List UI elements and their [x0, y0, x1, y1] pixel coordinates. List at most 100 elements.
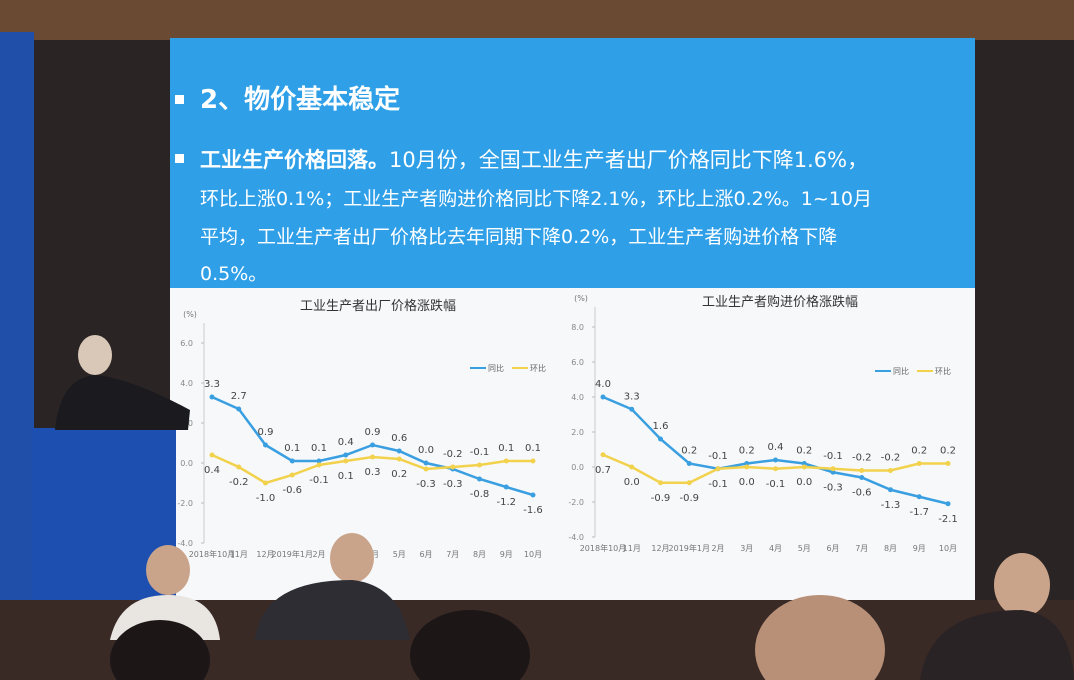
data-label: 0.2 [940, 446, 956, 457]
data-point [600, 452, 606, 458]
data-point [396, 448, 402, 454]
data-point [263, 480, 268, 486]
x-tick-label: 9月 [913, 544, 926, 553]
bullet-text: 10月份，全国工业生产者出厂价格同比下降1.6%， [389, 148, 868, 172]
person-head [330, 533, 374, 583]
data-point [423, 460, 429, 466]
x-tick-label: 5月 [798, 544, 811, 553]
data-label: 0.1 [284, 443, 300, 454]
data-label: -0.1 [708, 479, 728, 490]
data-point [530, 492, 536, 498]
data-point [801, 464, 807, 470]
data-point [450, 464, 456, 470]
data-label: -1.0 [256, 493, 276, 504]
data-point [629, 406, 635, 412]
y-tick-label: 2.0 [571, 428, 584, 437]
data-label: -0.1 [823, 451, 843, 462]
chart-title: 工业生产者出厂价格涨跌幅 [300, 298, 456, 314]
data-label: 0.2 [681, 446, 697, 457]
data-point [773, 466, 778, 472]
data-label: -0.1 [309, 475, 329, 486]
data-point [503, 484, 509, 490]
data-point [236, 464, 242, 470]
data-point [945, 461, 951, 466]
data-point [236, 406, 242, 412]
data-label: 0.0 [796, 477, 812, 488]
data-label: 0.7 [595, 465, 611, 476]
data-point [289, 458, 295, 464]
y-tick-label: -2.0 [177, 499, 193, 508]
data-point [830, 466, 836, 472]
x-tick-label: 10月 [524, 550, 542, 559]
data-point [773, 457, 778, 463]
data-label: -0.2 [852, 453, 872, 464]
data-label: -0.1 [708, 451, 728, 462]
x-tick-label: 11月 [623, 544, 641, 553]
bullet-text: 环比上涨0.1%；工业生产者购进价格同比下降2.1%，环比上涨0.2%。1~10… [200, 188, 872, 210]
slide-title: 2、物价基本稳定 [200, 84, 400, 115]
data-label: -0.2 [443, 449, 463, 460]
data-label: 0.1 [498, 443, 514, 454]
speaker-head [78, 335, 112, 375]
data-point [316, 458, 322, 464]
x-tick-label: 2月 [711, 544, 724, 553]
x-tick-label: 11月 [230, 550, 248, 559]
data-point [888, 468, 893, 473]
data-point [916, 494, 922, 500]
person-head [110, 620, 210, 680]
data-point [316, 462, 322, 468]
x-tick-label: 9月 [500, 550, 513, 559]
data-label: -0.3 [823, 482, 843, 493]
data-point [945, 501, 951, 507]
slide-header-area [170, 38, 975, 288]
y-tick-label: 8.0 [571, 323, 584, 332]
data-label: -0.3 [443, 479, 463, 490]
data-point [715, 466, 721, 472]
data-label: 0.1 [525, 443, 541, 454]
data-label: -1.7 [909, 507, 929, 518]
person-head [755, 595, 885, 680]
data-label: 1.6 [653, 421, 669, 432]
bullet-text: 平均，工业生产者出厂价格比去年同期下降0.2%，工业生产者购进价格下降 [200, 226, 837, 248]
data-label: 0.2 [911, 446, 927, 457]
y-tick-label: -4.0 [568, 533, 584, 542]
person-head [994, 553, 1050, 617]
x-tick-label: 4月 [769, 544, 782, 553]
data-label: 0.2 [391, 469, 407, 480]
data-label: 0.9 [258, 427, 274, 438]
charts: 工业生产者出厂价格涨跌幅 (%) -4.0 -2.0 0.0 2.0 4.0 6.0 2018年… [177, 294, 957, 559]
data-point [686, 461, 692, 466]
x-tick-label: 10月 [939, 544, 957, 553]
y-axis-label: (%) [183, 310, 197, 319]
data-label: 0.0 [624, 477, 640, 488]
y-tick-label: 0.0 [571, 463, 584, 472]
data-point [396, 456, 402, 462]
data-point [600, 394, 606, 400]
data-point [686, 480, 692, 486]
data-label: 4.0 [595, 379, 611, 390]
data-label: 3.3 [624, 391, 640, 402]
data-point [343, 458, 349, 464]
data-label: -0.6 [852, 488, 872, 499]
bullet-icon [175, 95, 184, 104]
data-label: -0.1 [470, 447, 490, 458]
data-label: -2.1 [938, 514, 958, 525]
y-tick-label: 6.0 [180, 339, 193, 348]
data-label: 2.7 [231, 391, 247, 402]
data-label: -1.6 [523, 505, 543, 516]
data-point [209, 452, 215, 458]
y-axis-label: (%) [574, 294, 588, 303]
data-point [830, 469, 836, 475]
data-point [859, 468, 865, 473]
x-tick-label: 2018年10月 [580, 543, 627, 553]
data-label: 0.3 [365, 467, 381, 478]
data-label: 0.1 [338, 471, 354, 482]
legend-label: 环比 [530, 363, 546, 373]
x-tick-label: 8月 [884, 544, 897, 553]
bullet-line: 工业生产价格回落。10月份，全国工业生产者出厂价格同比下降1.6%， [200, 148, 868, 172]
data-label: -0.8 [470, 489, 490, 500]
data-point [370, 442, 375, 448]
data-point [744, 464, 750, 470]
x-tick-label: 12月 [651, 544, 669, 553]
x-tick-label: 6月 [419, 550, 432, 559]
